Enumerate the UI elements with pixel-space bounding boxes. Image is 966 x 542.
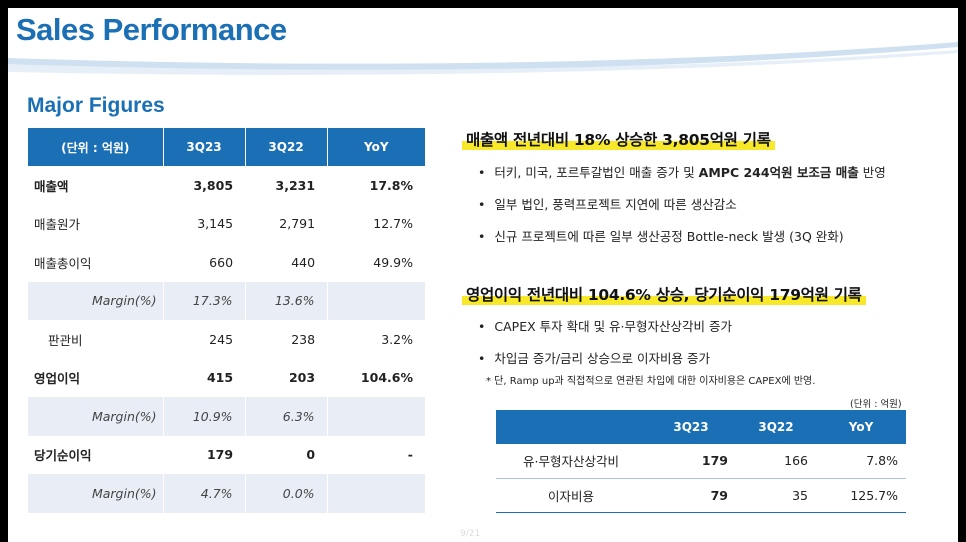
revenue-heading: 매출액 전년대비 18% 상승한 3,805억원 기록 [462,128,775,150]
table-row: 당기순이익 179 0 - [28,436,425,475]
value-yoy: 12.7% [373,216,413,232]
value-yoy: 17.8% [369,177,413,193]
value-3q22: 0 [306,447,316,463]
header-3q23: 3Q23 [646,410,736,444]
row-label: 매출원가 [34,217,81,233]
value-3q22: 0.0% [244,474,328,513]
value-3q23: 4.7% [162,474,246,513]
section-title: Major Figures [27,94,165,117]
header-blank [496,410,646,444]
cost-table: 3Q23 3Q22 YoY 유·무형자산상각비 179 166 7.8% 이자비… [496,410,906,513]
value-yoy: 104.6% [360,370,413,386]
value-3q22: 6.3% [244,397,328,436]
page-number: 9/21 [460,529,481,539]
value-3q23: 245 [209,331,234,347]
value-yoy: 3.2% [381,331,413,347]
highlight-bar [462,296,866,305]
value-yoy: 125.7% [816,478,906,513]
profit-heading: 영업이익 전년대비 104.6% 상승, 당기순이익 179억원 기록 [462,283,866,305]
table-row: 유·무형자산상각비 179 166 7.8% [496,444,906,479]
value-3q22: 3,231 [275,177,316,193]
value-3q23: 79 [646,478,736,513]
value-yoy [326,474,425,513]
table-row: 영업이익 415 203 104.6% [28,359,425,398]
row-label: Margin(%) [28,397,163,436]
value-3q22: 2,791 [279,216,316,232]
footnote: * 단, Ramp up과 직접적으로 연관된 차입에 대한 이자비용은 CAP… [486,376,816,387]
revenue-heading-text: 매출액 전년대비 18% 상승한 3,805억원 기록 [466,131,771,149]
header-swoosh [8,42,958,75]
row-label: Margin(%) [28,281,163,320]
header-3q22: 3Q22 [244,128,328,166]
row-label: 매출총이익 [34,255,92,271]
row-label: 판관비 [48,332,83,348]
margin-row: Margin(%) 4.7% 0.0% [28,474,425,513]
table-row: 이자비용 79 35 125.7% [496,478,906,513]
highlight-bar [462,141,775,150]
bullet-text: 터키, 미국, 포르투갈법인 매출 증가 및 [494,165,699,180]
table-header-row: (단위 : 억원) 3Q23 3Q22 YoY [28,128,425,166]
major-figures-table: (단위 : 억원) 3Q23 3Q22 YoY 매출액 3,805 3,231 … [28,128,425,513]
list-item: 신규 프로젝트에 따른 일부 생산공정 Bottle-neck 발생 (3Q 완… [478,228,886,260]
value-3q22: 166 [736,444,816,479]
page-title: Sales Performance [16,12,287,47]
value-3q23: 3,805 [193,177,234,193]
list-item: 차입금 증가/금리 상승으로 이자비용 증가 [478,350,732,382]
row-label: 매출액 [34,178,69,194]
value-yoy: - [407,447,413,463]
profit-heading-text: 영업이익 전년대비 104.6% 상승, 당기순이익 179억원 기록 [466,286,862,304]
header-yoy: YoY [816,410,906,444]
value-yoy: 7.8% [816,444,906,479]
header-yoy: YoY [326,128,425,166]
bullet-bold-text: AMPC 244억원 보조금 매출 [698,165,859,180]
value-3q22: 13.6% [244,281,328,320]
row-label: 유·무형자산상각비 [496,444,646,479]
value-3q23: 3,145 [197,216,234,232]
list-item: 일부 법인, 풍력프로젝트 지연에 따른 생산감소 [478,196,886,228]
revenue-bullets: 터키, 미국, 포르투갈법인 매출 증가 및 AMPC 244억원 보조금 매출… [478,164,886,260]
margin-row: Margin(%) 17.3% 13.6% [28,281,425,320]
value-3q22: 203 [288,370,316,386]
list-item: CAPEX 투자 확대 및 유·무형자산상각비 증가 [478,318,732,350]
table-row: 매출액 3,805 3,231 17.8% [28,166,425,205]
value-3q23: 179 [646,444,736,479]
value-3q23: 10.9% [162,397,246,436]
header-3q22: 3Q22 [736,410,816,444]
table-header-row: 3Q23 3Q22 YoY [496,410,906,444]
unit-label: (단위 : 억원) [850,399,902,410]
value-3q23: 415 [206,370,234,386]
table-row: 매출총이익 660 440 49.9% [28,243,425,282]
margin-row: Margin(%) 10.9% 6.3% [28,397,425,436]
header-3q23: 3Q23 [162,128,246,166]
list-item: 터키, 미국, 포르투갈법인 매출 증가 및 AMPC 244억원 보조금 매출… [478,164,886,196]
value-yoy [326,281,425,320]
row-label: 당기순이익 [34,448,92,464]
bullet-text: 반영 [858,165,886,180]
row-label: 영업이익 [34,371,81,387]
value-3q22: 440 [291,254,316,270]
slide: Sales Performance Major Figures (단위 : 억원… [8,8,958,542]
table-row: 판관비 245 238 3.2% [28,320,425,359]
header-unit: (단위 : 억원) [28,128,163,166]
row-label: 이자비용 [496,478,646,513]
value-3q22: 238 [291,331,316,347]
value-yoy [326,397,425,436]
value-yoy: 49.9% [373,254,413,270]
table-row: 매출원가 3,145 2,791 12.7% [28,205,425,244]
value-3q23: 179 [206,447,234,463]
profit-bullets: CAPEX 투자 확대 및 유·무형자산상각비 증가 차입금 증가/금리 상승으… [478,318,732,382]
value-3q23: 660 [209,254,234,270]
row-label: Margin(%) [28,474,163,513]
value-3q23: 17.3% [162,281,246,320]
value-3q22: 35 [736,478,816,513]
